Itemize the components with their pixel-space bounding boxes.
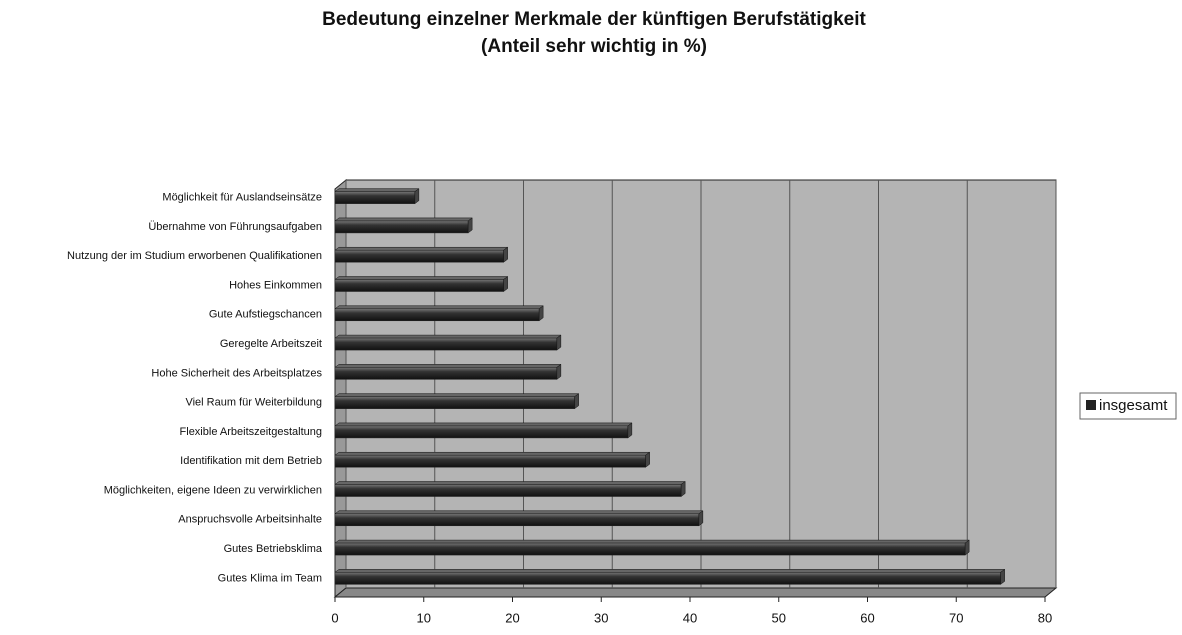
chart-subtitle: (Anteil sehr wichtig in %) [481,36,707,57]
bar-end [964,539,970,556]
bar-end [467,217,473,234]
bar-top [334,481,686,485]
bar-end [645,451,650,468]
bar-end [556,334,562,351]
bar [334,279,504,292]
bar-end [556,363,562,380]
x-tick-label: 20 [505,610,519,625]
y-tick-label: Nutzung der im Studium erworbenen Qualif… [67,250,322,262]
bar-end [503,276,508,292]
bar [334,542,966,556]
x-tick-label: 40 [683,610,697,625]
bar [334,367,558,380]
y-tick-label: Gute Aufstiegschancen [209,309,322,321]
y-tick-label: Gutes Klima im Team [218,572,322,584]
bar-top [334,276,509,280]
y-tick-label: Möglichkeiten, eigene Ideen zu verwirkli… [104,484,322,496]
bar-end [538,305,544,322]
bar [334,337,558,351]
bar [334,308,540,322]
bar-end [680,481,686,497]
bar-end [1000,568,1005,585]
x-tick-label: 30 [594,610,608,625]
bar-top [334,569,1006,573]
bar-end [414,188,420,205]
y-tick-label: Identifikation mit dem Betrieb [180,455,322,467]
y-tick-label: Möglichkeit für Auslandseinsätze [162,192,322,204]
bar-end [627,422,633,439]
bar [334,425,629,439]
bar-top [334,364,562,368]
y-tick-label: Viel Raum für Weiterbildung [185,397,322,409]
y-tick-label: Geregelte Arbeitszeit [220,338,322,350]
x-tick-label: 70 [949,610,963,625]
bar-top [334,539,970,544]
legend-label: insgesamt [1099,397,1168,414]
bar-top [334,188,420,192]
y-tick-label: Hohes Einkommen [229,279,322,291]
x-tick-label: 60 [860,610,874,625]
bar [334,191,416,204]
x-tick-label: 10 [417,610,431,625]
bar [334,513,700,527]
floor [333,587,1058,598]
side-wall [334,178,347,599]
y-tick-label: Hohe Sicherheit des Arbeitsplatzes [151,367,322,379]
bar-end [698,510,704,527]
x-tick-label: 0 [331,610,338,625]
bar-end [574,393,579,410]
y-tick-label: Flexible Arbeitszeitgestaltung [180,426,322,438]
bar-top [334,305,544,310]
bar [334,396,575,409]
bar-top [334,217,473,222]
bar-top [334,422,633,427]
bar [334,454,646,468]
bar [334,572,1001,585]
bar-top [334,246,509,251]
x-tick-label: 80 [1038,610,1052,625]
y-tick-label: Anspruchsvolle Arbeitsinhalte [178,514,322,526]
bar-top [334,510,704,515]
bar-top [334,393,580,397]
x-tick-label: 50 [772,610,786,625]
y-tick-label: Gutes Betriebsklima [224,543,323,555]
legend-swatch [1086,400,1096,410]
bar [334,484,682,497]
bar-top [334,451,651,456]
bar-end [503,246,508,263]
chart-title: Bedeutung einzelner Merkmale der künftig… [322,9,866,30]
bar [334,220,469,234]
y-tick-label: Übernahme von Führungsaufgaben [148,221,322,233]
bar [334,249,504,263]
bar-top [334,334,562,339]
